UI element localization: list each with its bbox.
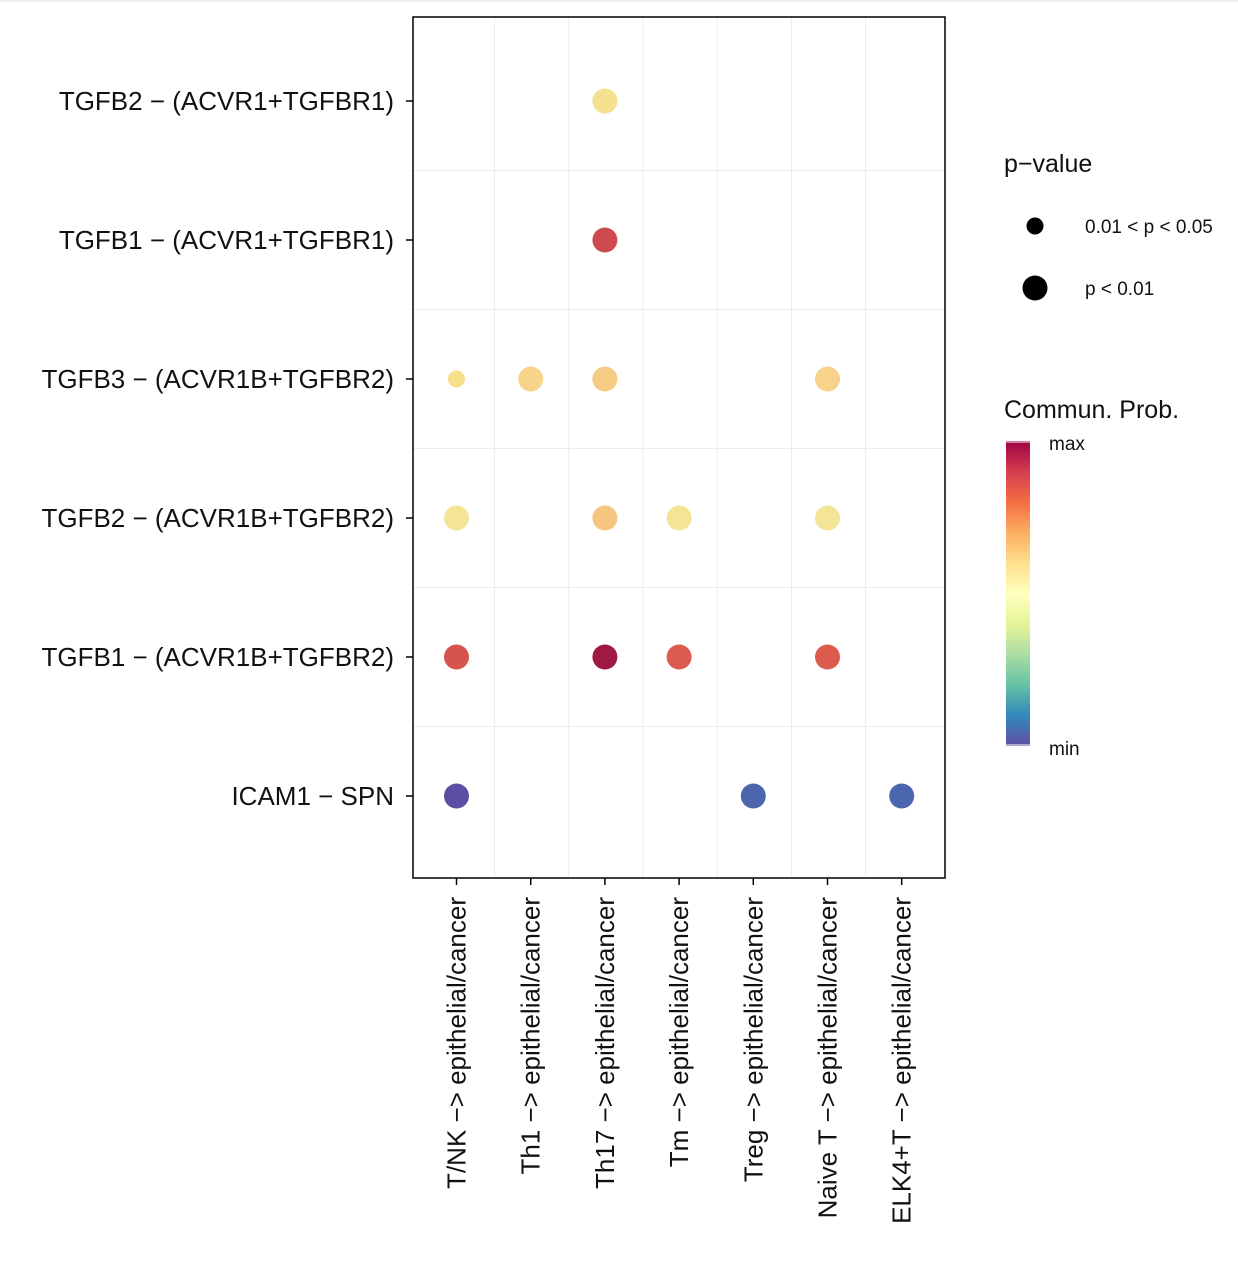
- pvalue-legend-small-dot: [1026, 217, 1044, 235]
- color-bar-max-label: max: [1049, 434, 1085, 455]
- pvalue-legend-large-label: p < 0.01: [1085, 279, 1154, 300]
- data-point: [518, 366, 544, 392]
- x-tick-label: Naive T −> epithelial/cancer: [813, 897, 843, 1219]
- pvalue-legend-small-label: 0.01 < p < 0.05: [1085, 217, 1213, 238]
- data-point: [592, 366, 618, 392]
- data-point: [815, 644, 840, 670]
- data-point: [889, 783, 915, 809]
- color-bar: [1006, 441, 1030, 746]
- data-points: [444, 88, 915, 809]
- data-point: [592, 88, 618, 114]
- data-point: [592, 227, 618, 253]
- x-axis: T/NK −> epithelial/cancer Th1 −> epitheli…: [442, 878, 917, 1224]
- x-tick-label: Th17 −> epithelial/cancer: [590, 897, 620, 1189]
- data-point: [592, 505, 618, 531]
- data-point: [666, 644, 692, 670]
- data-point: [815, 366, 840, 392]
- data-point: [444, 505, 469, 531]
- data-point: [592, 644, 618, 670]
- y-tick-label: TGFB3 − (ACVR1B+TGFBR2): [41, 364, 394, 394]
- pvalue-legend: p−value 0.01 < p < 0.05 p < 0.01: [1004, 150, 1213, 301]
- pvalue-legend-title: p−value: [1004, 150, 1092, 178]
- data-point: [815, 505, 840, 531]
- y-tick-label: TGFB2 − (ACVR1+TGFBR1): [59, 86, 394, 116]
- y-tick-label: TGFB1 − (ACVR1+TGFBR1): [59, 225, 394, 255]
- y-tick-label: TGFB2 − (ACVR1B+TGFBR2): [41, 503, 394, 533]
- x-tick-label: T/NK −> epithelial/cancer: [442, 897, 472, 1189]
- data-point: [448, 370, 465, 388]
- y-tick-label: ICAM1 − SPN: [231, 781, 394, 811]
- color-bar-min-label: min: [1049, 739, 1080, 760]
- y-axis: TGFB2 − (ACVR1+TGFBR1) TGFB1 − (ACVR1+TGF…: [41, 86, 413, 811]
- data-point: [740, 783, 766, 809]
- x-tick-label: ELK4+T −> epithelial/cancer: [887, 897, 917, 1224]
- window-top-border: [0, 0, 1238, 2]
- x-tick-label: Tm −> epithelial/cancer: [664, 897, 694, 1168]
- y-tick-label: TGFB1 − (ACVR1B+TGFBR2): [41, 642, 394, 672]
- x-tick-label: Th1 −> epithelial/cancer: [516, 897, 546, 1175]
- data-point: [444, 644, 469, 670]
- probability-legend-title: Commun. Prob.: [1004, 396, 1179, 424]
- data-point: [666, 505, 692, 531]
- pvalue-legend-large-dot: [1022, 275, 1048, 301]
- x-tick-label: Treg −> epithelial/cancer: [738, 897, 768, 1183]
- probability-legend: Commun. Prob. max min: [1004, 396, 1179, 760]
- grid-lines: [413, 17, 945, 878]
- data-point: [444, 783, 469, 809]
